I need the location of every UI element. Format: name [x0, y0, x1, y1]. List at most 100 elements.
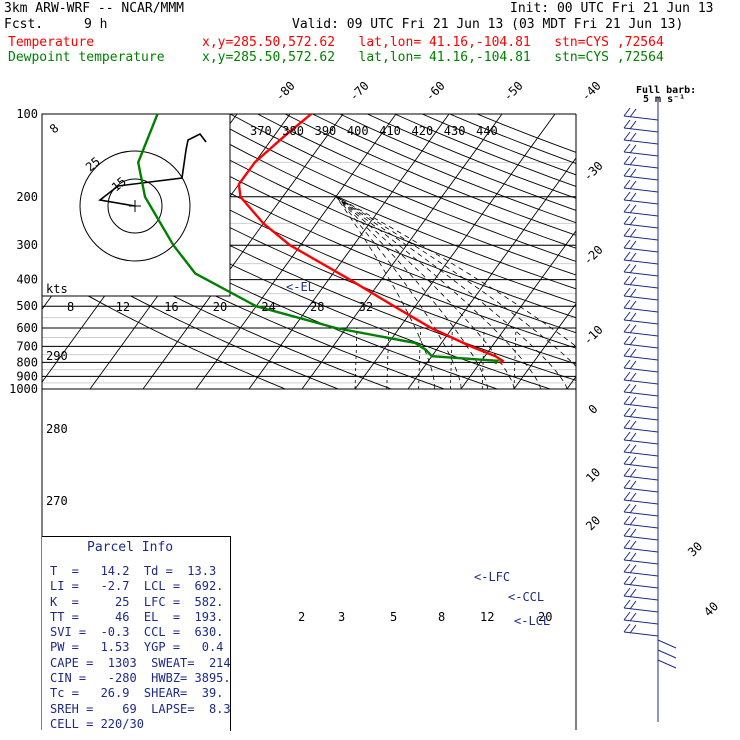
barb-flag — [623, 131, 631, 141]
dewpoint-line — [136, 114, 500, 365]
barb-flag — [629, 468, 637, 478]
parcel-info-box: Parcel Info T = 14.2 Td = 13.3 LI = -2.7 … — [42, 536, 231, 731]
barb-staff — [623, 607, 659, 613]
barb-flag — [623, 107, 631, 117]
theta-label: 440 — [476, 124, 498, 138]
barb-flag — [623, 407, 631, 417]
barb-flag — [623, 587, 631, 597]
wind-barb — [623, 251, 659, 265]
pressure-tick-label: 400 — [16, 273, 38, 287]
hodograph-ring — [107, 178, 163, 234]
barb-staff — [623, 151, 659, 157]
parcel-info-row: T = 14.2 Td = 13.3 — [50, 564, 217, 578]
dry-adiabat — [92, 114, 576, 334]
barb-staff — [623, 451, 659, 457]
barb-staff — [657, 659, 677, 669]
wind-barb — [623, 587, 659, 601]
barb-staff — [623, 439, 659, 445]
wind-barb — [623, 119, 659, 133]
barb-staff — [623, 319, 659, 325]
wind-barb — [623, 347, 659, 361]
parcel-info-title: Parcel Info — [87, 540, 174, 555]
barb-staff — [623, 403, 659, 409]
barb-flag — [629, 120, 637, 130]
wind-barb — [623, 551, 659, 565]
barb-staff — [623, 571, 659, 577]
barb-flag — [623, 467, 631, 477]
barb-flag — [629, 516, 637, 526]
barb-flag — [629, 240, 637, 250]
barb-flag — [629, 156, 637, 166]
barb-flag — [629, 420, 637, 430]
barb-staff — [623, 415, 659, 421]
isotherm — [673, 114, 740, 389]
dry-adiabat — [476, 114, 576, 153]
barb-flag — [629, 108, 637, 118]
dry-adiabat — [422, 114, 576, 176]
barb-flag — [629, 492, 637, 502]
mixing-ratio-label: 8 — [438, 610, 445, 624]
barb-flag — [623, 167, 631, 177]
isotherm-label: 20 — [583, 513, 603, 533]
parcel-info-rows: T = 14.2 Td = 13.3 LI = -2.7 LCL = 692. K … — [50, 564, 231, 732]
barb-staff — [623, 187, 659, 193]
parcel-info-row: SREH = 69 LAPSE= 8.3 — [50, 701, 231, 716]
barb-staff — [623, 295, 659, 301]
theta-label: 400 — [347, 124, 369, 138]
wind-barb — [623, 299, 659, 313]
level-marker: <-LFC — [474, 570, 510, 584]
mixing-ratio-label: 20 — [538, 610, 552, 624]
barb-flag — [629, 288, 637, 298]
wind-scale-tick: 24 — [261, 300, 275, 314]
mixing-ratio-label: 3 — [338, 610, 345, 624]
isotherm-label: -40 — [579, 79, 604, 104]
isotherm-label: -70 — [347, 79, 372, 104]
theta-label: 370 — [250, 124, 272, 138]
wind-barb — [623, 515, 659, 529]
wind-barb — [623, 407, 659, 421]
barb-staff — [623, 139, 659, 145]
barb-flag — [629, 348, 637, 358]
barb-flag — [623, 431, 631, 441]
pressure-tick-label: 300 — [16, 238, 38, 252]
parcel-info-row: Tc = 26.9 SHEAR= 39. — [50, 686, 224, 701]
isotherm — [407, 157, 576, 390]
model-title: 3km ARW-WRF -- NCAR/MMM — [4, 1, 185, 16]
dry-adiabat — [147, 114, 576, 304]
barb-flag — [629, 612, 637, 622]
barb-staff — [623, 163, 659, 169]
level-marker: <-EL — [286, 280, 315, 294]
barb-flag — [629, 276, 637, 286]
barb-flag — [629, 312, 637, 322]
wind-barb — [623, 383, 659, 397]
dry-adiabat — [202, 114, 576, 276]
theta-e-label: 290 — [46, 349, 68, 363]
barb-flag — [629, 372, 637, 382]
barb-flag — [623, 179, 631, 189]
barb-staff — [623, 331, 659, 337]
wind-barb — [623, 599, 659, 613]
barb-flag — [623, 287, 631, 297]
barb-flag — [623, 515, 631, 525]
theta-label: 380 — [282, 124, 304, 138]
pressure-tick-label: 200 — [16, 190, 38, 204]
isotherm-label: 30 — [685, 539, 705, 559]
level-marker: <-LCL — [514, 614, 550, 628]
hodograph-frame — [41, 113, 231, 297]
isotherm-label: 40 — [701, 599, 721, 619]
barb-staff — [623, 247, 659, 253]
wind-barb — [623, 215, 659, 229]
isotherm-label: -10 — [581, 323, 606, 348]
wind-barb — [623, 563, 659, 577]
barb-flag — [623, 479, 631, 489]
theta-e-label: 280 — [46, 422, 68, 436]
barb-flag — [629, 456, 637, 466]
wind-scale-tick: 20 — [213, 300, 227, 314]
barb-flag — [623, 575, 631, 585]
wind-barb — [623, 239, 659, 253]
barb-flag — [623, 527, 631, 537]
barb-flag — [629, 336, 637, 346]
barb-flag — [629, 192, 637, 202]
wind-barb — [623, 227, 659, 241]
barb-flag — [623, 239, 631, 249]
